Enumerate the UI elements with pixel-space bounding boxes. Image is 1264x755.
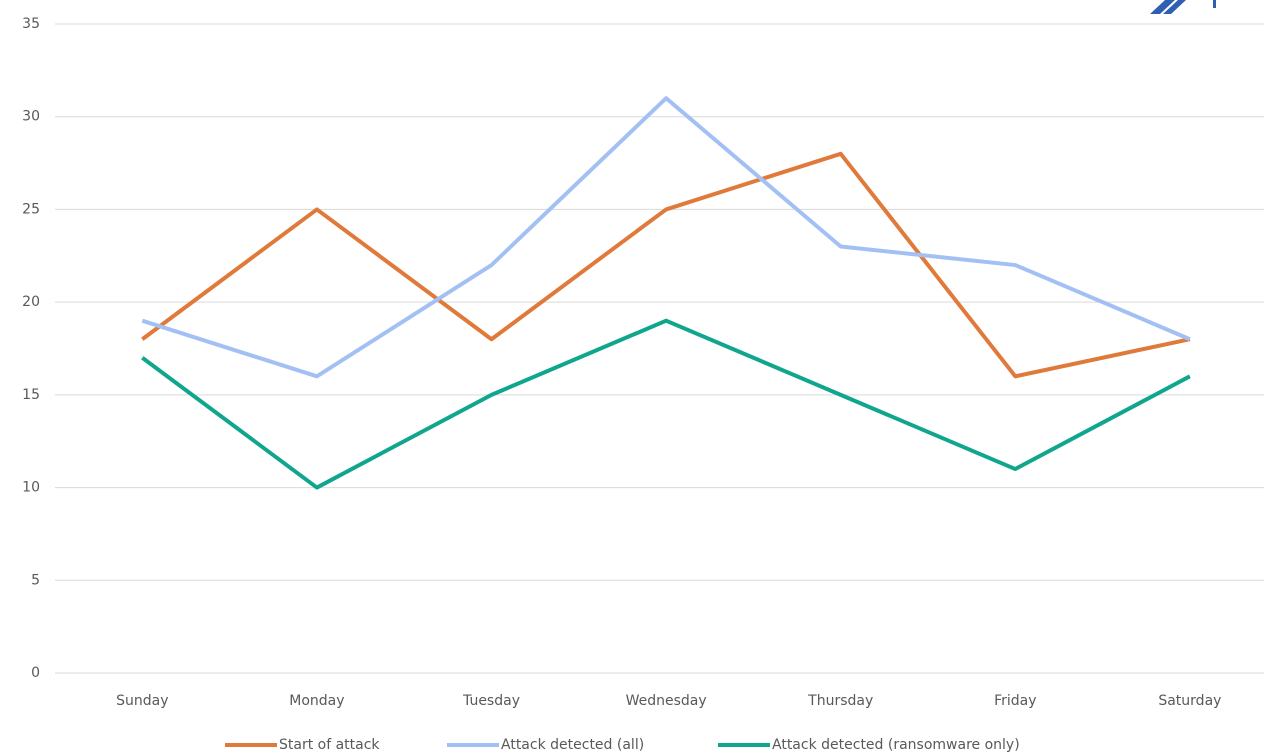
legend-label: Start of attack (279, 737, 380, 753)
x-tick-label: Friday (994, 693, 1036, 709)
y-tick-label: 20 (22, 294, 40, 310)
series-line (141, 96, 1191, 379)
logo (1150, 0, 1216, 14)
series-line (141, 151, 1191, 379)
y-tick-label: 35 (22, 16, 40, 32)
x-tick-label: Monday (289, 693, 344, 709)
series-line (141, 318, 1191, 490)
x-tick-label: Sunday (116, 693, 168, 709)
x-tick-label: Tuesday (462, 693, 520, 709)
y-tick-label: 15 (22, 387, 40, 403)
x-tick-label: Wednesday (626, 693, 707, 709)
legend-label: Attack detected (ransomware only) (772, 737, 1020, 753)
x-tick-label: Thursday (807, 693, 873, 709)
y-tick-label: 30 (22, 109, 40, 125)
legend-label: Attack detected (all) (501, 737, 644, 753)
y-tick-label: 25 (22, 201, 40, 217)
y-tick-label: 0 (31, 665, 40, 681)
x-tick-label: Saturday (1158, 693, 1221, 709)
y-tick-label: 10 (22, 480, 40, 496)
y-tick-label: 5 (31, 572, 40, 588)
